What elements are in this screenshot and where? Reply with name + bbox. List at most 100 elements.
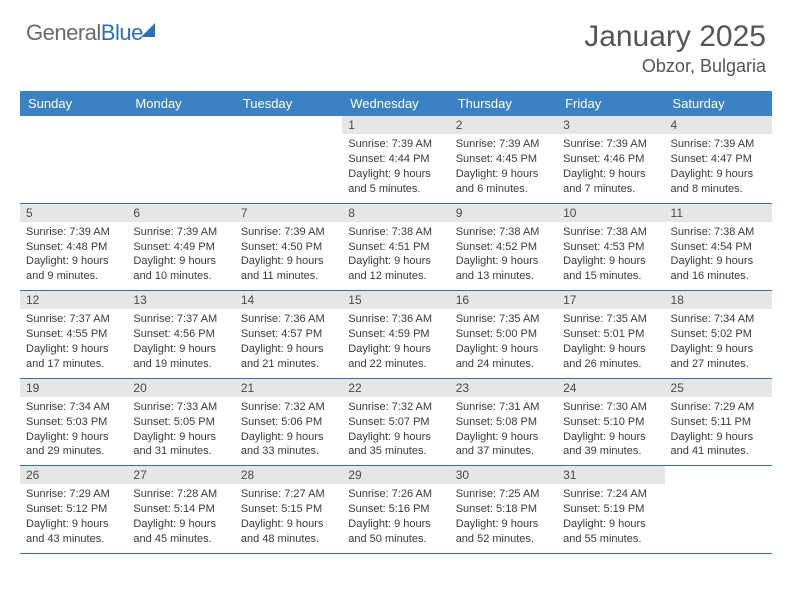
sunrise-text: Sunrise: 7:39 AM (26, 225, 121, 240)
weekday-row: SundayMondayTuesdayWednesdayThursdayFrid… (20, 91, 772, 116)
sunrise-text: Sunrise: 7:28 AM (133, 487, 228, 502)
calendar-cell: 22Sunrise: 7:32 AMSunset: 5:07 PMDayligh… (342, 378, 449, 466)
weekday-header: Thursday (450, 91, 557, 116)
calendar-cell: 28Sunrise: 7:27 AMSunset: 5:15 PMDayligh… (235, 466, 342, 554)
sunrise-text: Sunrise: 7:39 AM (671, 137, 766, 152)
sunrise-text: Sunrise: 7:39 AM (348, 137, 443, 152)
day-number: 3 (557, 116, 664, 134)
daylight-text: Daylight: 9 hours and 17 minutes. (26, 342, 121, 372)
daylight-text: Daylight: 9 hours and 11 minutes. (241, 254, 336, 284)
sunrise-text: Sunrise: 7:29 AM (26, 487, 121, 502)
sunrise-text: Sunrise: 7:26 AM (348, 487, 443, 502)
sunrise-text: Sunrise: 7:27 AM (241, 487, 336, 502)
sunrise-text: Sunrise: 7:32 AM (241, 400, 336, 415)
daylight-text: Daylight: 9 hours and 7 minutes. (563, 167, 658, 197)
sunrise-text: Sunrise: 7:39 AM (563, 137, 658, 152)
daylight-text: Daylight: 9 hours and 31 minutes. (133, 430, 228, 460)
sunrise-text: Sunrise: 7:39 AM (456, 137, 551, 152)
logo-word2: Blue (101, 20, 143, 45)
day-number: 7 (235, 204, 342, 222)
day-number: 9 (450, 204, 557, 222)
sunset-text: Sunset: 4:54 PM (671, 240, 766, 255)
calendar-cell: 9 Sunrise: 7:38 AMSunset: 4:52 PMDaylight… (450, 203, 557, 291)
calendar-cell: 18Sunrise: 7:34 AMSunset: 5:02 PMDayligh… (665, 291, 772, 379)
day-number: 13 (127, 291, 234, 309)
calendar-row: 1Sunrise: 7:39 AMSunset: 4:44 PMDaylight… (20, 116, 772, 203)
daylight-text: Daylight: 9 hours and 8 minutes. (671, 167, 766, 197)
calendar-cell: 25Sunrise: 7:29 AMSunset: 5:11 PMDayligh… (665, 378, 772, 466)
day-number: 19 (20, 379, 127, 397)
sunset-text: Sunset: 4:49 PM (133, 240, 228, 255)
weekday-header: Monday (127, 91, 234, 116)
day-number: 17 (557, 291, 664, 309)
daylight-text: Daylight: 9 hours and 12 minutes. (348, 254, 443, 284)
calendar-cell (127, 116, 234, 203)
daylight-text: Daylight: 9 hours and 9 minutes. (26, 254, 121, 284)
day-number: 20 (127, 379, 234, 397)
sunset-text: Sunset: 5:06 PM (241, 415, 336, 430)
sunrise-text: Sunrise: 7:36 AM (348, 312, 443, 327)
weekday-header: Friday (557, 91, 664, 116)
logo-triangle-icon (141, 23, 155, 37)
day-number: 15 (342, 291, 449, 309)
sunrise-text: Sunrise: 7:35 AM (456, 312, 551, 327)
sunset-text: Sunset: 5:08 PM (456, 415, 551, 430)
day-number: 30 (450, 466, 557, 484)
calendar-cell: 29Sunrise: 7:26 AMSunset: 5:16 PMDayligh… (342, 466, 449, 554)
daylight-text: Daylight: 9 hours and 10 minutes. (133, 254, 228, 284)
sunset-text: Sunset: 5:19 PM (563, 502, 658, 517)
day-number: 23 (450, 379, 557, 397)
calendar-cell: 23Sunrise: 7:31 AMSunset: 5:08 PMDayligh… (450, 378, 557, 466)
daylight-text: Daylight: 9 hours and 16 minutes. (671, 254, 766, 284)
day-number: 18 (665, 291, 772, 309)
day-number: 10 (557, 204, 664, 222)
sunrise-text: Sunrise: 7:38 AM (456, 225, 551, 240)
daylight-text: Daylight: 9 hours and 41 minutes. (671, 430, 766, 460)
sunset-text: Sunset: 5:10 PM (563, 415, 658, 430)
daylight-text: Daylight: 9 hours and 22 minutes. (348, 342, 443, 372)
sunset-text: Sunset: 5:12 PM (26, 502, 121, 517)
sunset-text: Sunset: 5:02 PM (671, 327, 766, 342)
logo-word1: General (26, 20, 101, 45)
sunrise-text: Sunrise: 7:38 AM (348, 225, 443, 240)
sunset-text: Sunset: 5:01 PM (563, 327, 658, 342)
sunrise-text: Sunrise: 7:39 AM (241, 225, 336, 240)
daylight-text: Daylight: 9 hours and 48 minutes. (241, 517, 336, 547)
sunset-text: Sunset: 4:44 PM (348, 152, 443, 167)
calendar-row: 19Sunrise: 7:34 AMSunset: 5:03 PMDayligh… (20, 378, 772, 466)
sunrise-text: Sunrise: 7:31 AM (456, 400, 551, 415)
sunset-text: Sunset: 4:52 PM (456, 240, 551, 255)
calendar-cell: 14Sunrise: 7:36 AMSunset: 4:57 PMDayligh… (235, 291, 342, 379)
calendar-cell: 30Sunrise: 7:25 AMSunset: 5:18 PMDayligh… (450, 466, 557, 554)
day-number: 24 (557, 379, 664, 397)
calendar-body: 1Sunrise: 7:39 AMSunset: 4:44 PMDaylight… (20, 116, 772, 553)
sunset-text: Sunset: 4:45 PM (456, 152, 551, 167)
day-number: 5 (20, 204, 127, 222)
sunset-text: Sunset: 4:47 PM (671, 152, 766, 167)
sunset-text: Sunset: 5:05 PM (133, 415, 228, 430)
location: Obzor, Bulgaria (584, 56, 766, 77)
logo: GeneralBlue (26, 20, 155, 46)
sunset-text: Sunset: 4:57 PM (241, 327, 336, 342)
calendar-cell: 12Sunrise: 7:37 AMSunset: 4:55 PMDayligh… (20, 291, 127, 379)
day-number: 26 (20, 466, 127, 484)
sunrise-text: Sunrise: 7:34 AM (26, 400, 121, 415)
sunrise-text: Sunrise: 7:25 AM (456, 487, 551, 502)
sunrise-text: Sunrise: 7:37 AM (26, 312, 121, 327)
calendar-cell: 3 Sunrise: 7:39 AMSunset: 4:46 PMDaylight… (557, 116, 664, 203)
title-block: January 2025 Obzor, Bulgaria (584, 20, 766, 77)
daylight-text: Daylight: 9 hours and 13 minutes. (456, 254, 551, 284)
calendar-cell: 15Sunrise: 7:36 AMSunset: 4:59 PMDayligh… (342, 291, 449, 379)
daylight-text: Daylight: 9 hours and 5 minutes. (348, 167, 443, 197)
sunrise-text: Sunrise: 7:24 AM (563, 487, 658, 502)
daylight-text: Daylight: 9 hours and 55 minutes. (563, 517, 658, 547)
daylight-text: Daylight: 9 hours and 27 minutes. (671, 342, 766, 372)
day-number: 14 (235, 291, 342, 309)
daylight-text: Daylight: 9 hours and 26 minutes. (563, 342, 658, 372)
calendar-row: 5Sunrise: 7:39 AMSunset: 4:48 PMDaylight… (20, 203, 772, 291)
calendar-head: SundayMondayTuesdayWednesdayThursdayFrid… (20, 91, 772, 116)
sunset-text: Sunset: 5:16 PM (348, 502, 443, 517)
daylight-text: Daylight: 9 hours and 50 minutes. (348, 517, 443, 547)
sunset-text: Sunset: 4:46 PM (563, 152, 658, 167)
day-number: 31 (557, 466, 664, 484)
